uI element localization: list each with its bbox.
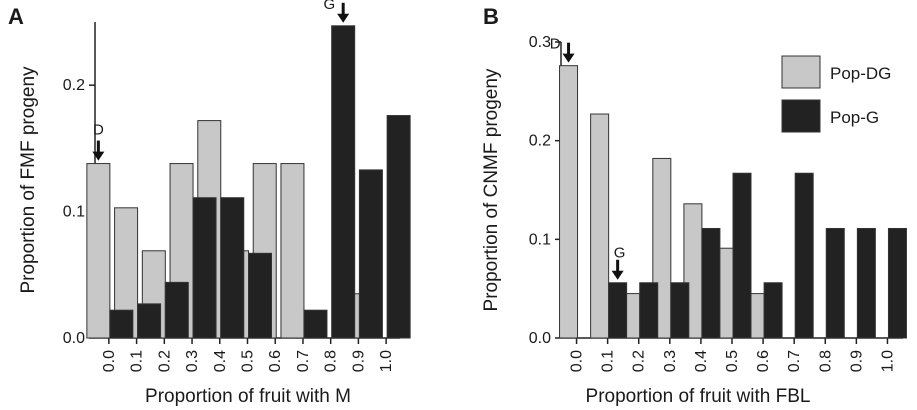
marker-label: G (324, 0, 336, 13)
x-tick-label: 0.8 (323, 350, 340, 372)
bar-pop-g (825, 227, 845, 339)
x-tick-label: 0.3 (662, 350, 679, 372)
bar-pop-g (220, 197, 245, 339)
marker-arrow-d: D (550, 36, 575, 63)
panel-letter: A (8, 4, 24, 29)
legend-label: Pop-G (830, 108, 879, 127)
legend: Pop-DG Pop-G (781, 55, 891, 133)
x-tick-label: 0.9 (350, 350, 367, 372)
y-axis-title: Proportion of CNMF progeny (481, 68, 502, 311)
bar-pop-dg (559, 65, 579, 339)
marker-arrow-d: D (92, 122, 105, 161)
bar-pop-dg (590, 113, 610, 339)
x-tick-label: 0.6 (755, 350, 772, 372)
y-tick-label: 0.2 (529, 133, 551, 150)
panel-letter: B (483, 4, 499, 29)
x-tick-label: 0.4 (212, 350, 229, 372)
bar-pop-g (192, 197, 217, 339)
x-tick-label: 0.9 (848, 350, 865, 372)
arrow-head (337, 13, 350, 23)
x-tick-label: 0.0 (569, 350, 586, 372)
x-tick-label: 0.5 (240, 350, 257, 372)
bar-pop-g (248, 252, 272, 339)
bar-pop-g (732, 172, 752, 339)
x-tick-label: 0.7 (786, 350, 803, 372)
marker-arrow-g: G (324, 0, 350, 23)
arrow-head (611, 270, 624, 280)
chart-panel-a: A 0.0 0.1 0.2 0.0 0.1 0.2 0.3 0.4 0.5 0.6 0.7 0.8 0.9… (8, 0, 411, 407)
y-tick-label: 0.2 (63, 77, 85, 94)
legend-label: Pop-DG (830, 64, 891, 83)
x-tick-label: 0.6 (267, 350, 284, 372)
x-tick-label: 0.8 (817, 350, 834, 372)
bar-pop-g (763, 282, 783, 339)
x-tick-label: 0.7 (295, 350, 312, 372)
chart-panel-b: B 0.0 0.1 0.2 0.3 0.0 0.1 0.2 0.3 0.4 0.5 0.6 0.7 0.8… (481, 4, 907, 407)
marker-label: D (93, 122, 104, 139)
x-tick-label: 0.2 (156, 350, 173, 372)
y-tick-label: 0.0 (529, 330, 551, 347)
bar-pop-g (608, 282, 628, 339)
marker-arrow-g: G (611, 245, 626, 280)
marker-label: D (550, 36, 561, 53)
bar-pop-dg (280, 163, 305, 339)
bar-pop-g (887, 227, 907, 339)
bar-pop-g (670, 282, 690, 339)
x-tick-label: 0.5 (724, 350, 741, 372)
bar-pop-g (639, 282, 659, 339)
y-tick-label: 0.1 (63, 204, 85, 221)
x-axis-title: Proportion of fruit with FBL (586, 386, 811, 407)
bar-pop-g (331, 25, 356, 339)
arrow-head (92, 151, 105, 161)
x-tick-label: 0.4 (693, 350, 710, 372)
x-axis-title: Proportion of fruit with M (145, 386, 351, 407)
legend-swatch (781, 55, 821, 89)
x-tick-label: 1.0 (378, 350, 395, 372)
bar-pop-g (701, 227, 721, 339)
bar-pop-g (303, 309, 328, 339)
bar-pop-g (137, 303, 162, 339)
arrow-head (562, 53, 575, 63)
bar-pop-g (794, 172, 814, 339)
y-tick-label: 0.3 (529, 34, 551, 51)
bar-pop-g (386, 115, 411, 339)
x-tick-label: 0.2 (631, 350, 648, 372)
bar-pop-g (358, 169, 383, 339)
x-tick-label: 0.1 (129, 350, 146, 372)
bar-pop-dg (86, 163, 111, 339)
y-axis-title: Proportion of FMF progeny (18, 66, 39, 294)
bar-pop-g (856, 227, 876, 339)
x-tick-label: 0.3 (184, 350, 201, 372)
marker-label: G (614, 245, 626, 262)
x-tick-label: 0.0 (101, 350, 118, 372)
legend-swatch (781, 99, 821, 133)
bar-pop-g (164, 281, 189, 339)
y-tick-label: 0.0 (63, 330, 85, 347)
x-tick-label: 1.0 (879, 350, 896, 372)
x-tick-label: 0.1 (600, 350, 617, 372)
bar-pop-g (109, 309, 134, 339)
y-tick-label: 0.1 (529, 231, 551, 248)
